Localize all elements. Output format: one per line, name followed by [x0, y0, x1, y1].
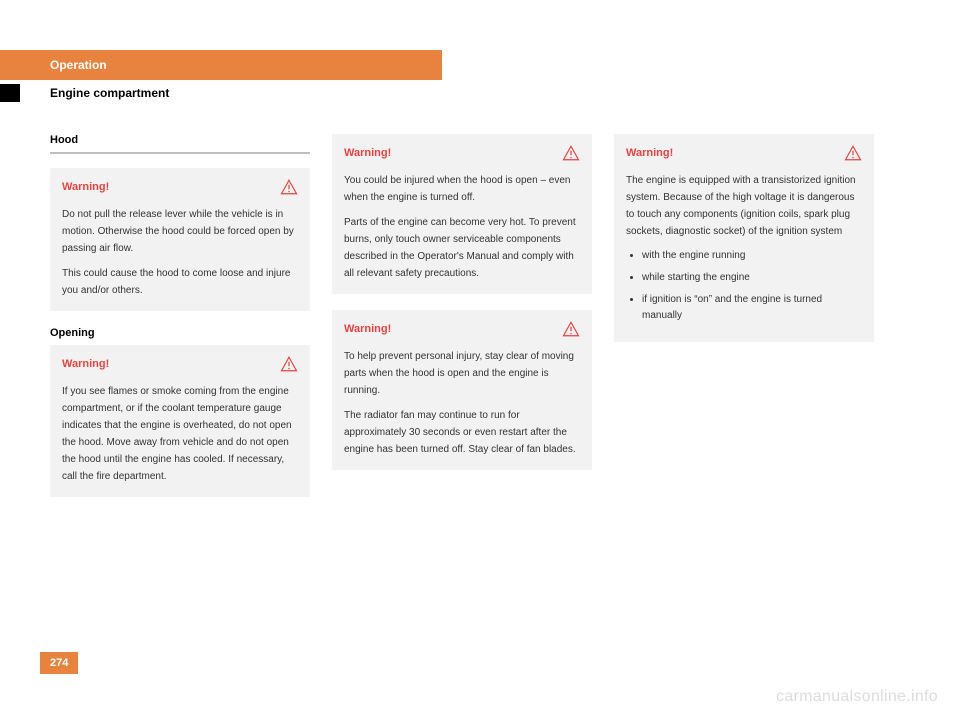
warning-body: You could be injured when the hood is op… [332, 168, 592, 294]
warning-box: Warning! The engine is equipped with a t… [614, 134, 874, 342]
warning-triangle-icon [280, 178, 298, 196]
warning-text: The engine is equipped with a transistor… [626, 172, 862, 240]
warning-header: Warning! [50, 345, 310, 379]
warning-body: Do not pull the release lever while the … [50, 202, 310, 311]
warning-box: Warning! If you see flames or smoke comi… [50, 345, 310, 497]
warning-header: Warning! [614, 134, 874, 168]
warning-text: You could be injured when the hood is op… [344, 172, 580, 206]
warning-body: If you see flames or smoke coming from t… [50, 379, 310, 497]
warning-list: with the engine running while starting t… [626, 248, 862, 324]
content-columns: Hood Warning! Do not pull the release le… [50, 134, 890, 513]
warning-text: Do not pull the release lever while the … [62, 206, 298, 257]
warning-text: To help prevent personal injury, stay cl… [344, 348, 580, 399]
watermark: carmanualsonline.info [776, 688, 938, 706]
warning-text: Parts of the engine can become very hot.… [344, 214, 580, 282]
manual-page: Operation Engine compartment Hood Warnin… [0, 0, 960, 720]
warning-triangle-icon [562, 320, 580, 338]
index-tab [0, 84, 20, 102]
heading-hood: Hood [50, 134, 310, 146]
warning-label: Warning! [62, 358, 109, 370]
warning-header: Warning! [50, 168, 310, 202]
warning-body: To help prevent personal injury, stay cl… [332, 344, 592, 470]
warning-list-item: with the engine running [642, 248, 862, 264]
warning-box: Warning! To help prevent personal injury… [332, 310, 592, 470]
chapter-band: Operation [0, 50, 442, 80]
warning-box: Warning! Do not pull the release lever w… [50, 168, 310, 311]
warning-text: If you see flames or smoke coming from t… [62, 383, 298, 485]
warning-list-item: while starting the engine [642, 270, 862, 286]
warning-header: Warning! [332, 134, 592, 168]
warning-box: Warning! You could be injured when the h… [332, 134, 592, 294]
divider [50, 152, 310, 154]
warning-text: The radiator fan may continue to run for… [344, 407, 580, 458]
warning-label: Warning! [344, 323, 391, 335]
page-number: 274 [40, 652, 78, 674]
column-3: Warning! The engine is equipped with a t… [614, 134, 874, 513]
warning-triangle-icon [844, 144, 862, 162]
warning-list-item: if ignition is “on” and the engine is tu… [642, 292, 862, 324]
section-title: Engine compartment [50, 80, 169, 106]
column-2: Warning! You could be injured when the h… [332, 134, 592, 513]
warning-body: The engine is equipped with a transistor… [614, 168, 874, 342]
subheader-row: Engine compartment [40, 80, 890, 106]
column-1: Hood Warning! Do not pull the release le… [50, 134, 310, 513]
warning-triangle-icon [562, 144, 580, 162]
warning-header: Warning! [332, 310, 592, 344]
warning-text: This could cause the hood to come loose … [62, 265, 298, 299]
warning-label: Warning! [626, 147, 673, 159]
chapter-title: Operation [50, 58, 107, 72]
warning-triangle-icon [280, 355, 298, 373]
heading-opening: Opening [50, 327, 310, 339]
warning-label: Warning! [62, 181, 109, 193]
warning-label: Warning! [344, 147, 391, 159]
